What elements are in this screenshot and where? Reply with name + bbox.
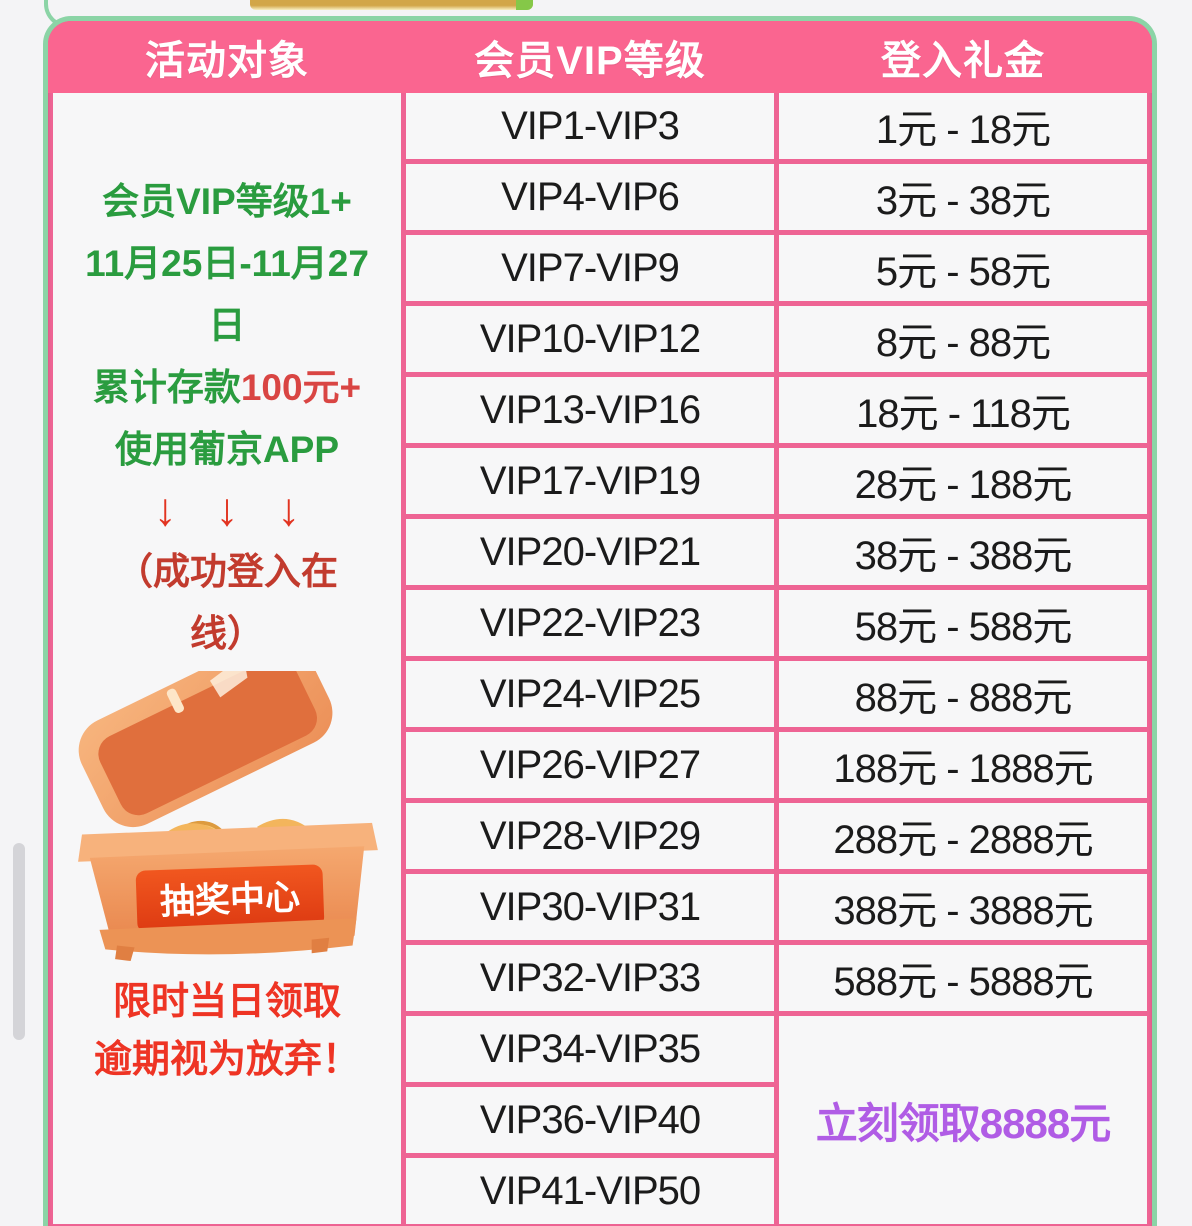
vip-login-bonus-table: 活动对象 会员VIP等级 登入礼金 会员VIP等级1+ 11月25日-11月27…: [43, 16, 1157, 1226]
vip-level-cell: VIP7-VIP9: [406, 235, 774, 301]
prize-cell: 188元 - 1888元: [779, 732, 1147, 798]
treasure-chest-image: 抽奖中心: [66, 636, 388, 963]
claim-now-prize-cell[interactable]: 立刻领取8888元: [779, 1016, 1147, 1224]
vip-level-cell: VIP24-VIP25: [406, 661, 774, 727]
prize-cell: 388元 - 3888元: [779, 874, 1147, 940]
eligibility-line: 会员VIP等级1+: [102, 181, 352, 222]
deposit-amount: 100元+: [240, 367, 362, 408]
vip-level-cell: VIP13-VIP16: [406, 377, 774, 443]
prize-cell: 5元 - 58元: [779, 235, 1147, 301]
vip-level-cell: VIP41-VIP50: [406, 1158, 774, 1224]
vip-level-cell: VIP28-VIP29: [406, 803, 774, 869]
prize-cell: 88元 - 888元: [779, 661, 1147, 727]
vip-level-cell: VIP32-VIP33: [406, 945, 774, 1011]
prize-cell: 588元 - 5888元: [779, 945, 1147, 1011]
vip-level-cell: VIP20-VIP21: [406, 519, 774, 585]
vip-level-cell: VIP26-VIP27: [406, 732, 774, 798]
table-body: 会员VIP等级1+ 11月25日-11月27 日 累计存款100元+ 使用葡京A…: [48, 93, 1152, 1226]
vip-level-cell: VIP17-VIP19: [406, 448, 774, 514]
date-range-line: 11月25日-11月27: [85, 243, 369, 284]
vip-level-cell: VIP34-VIP35: [406, 1016, 774, 1082]
vip-level-cell: VIP36-VIP40: [406, 1087, 774, 1153]
notice-line2: 逾期视为放弃！: [93, 1039, 360, 1081]
prize-cell: 3元 - 38元: [779, 164, 1147, 230]
scrollbar-thumb[interactable]: [13, 843, 25, 1040]
prize-cell: 1元 - 18元: [779, 93, 1147, 159]
treasure-chest-svg: 抽奖中心: [78, 636, 378, 962]
login-note-line: （成功登入在: [116, 551, 338, 592]
app-line: 使用葡京APP: [114, 429, 340, 470]
prize-cell: 28元 - 188元: [779, 448, 1147, 514]
vip-level-cell: VIP10-VIP12: [406, 306, 774, 372]
activity-description-cell: 会员VIP等级1+ 11月25日-11月27 日 累计存款100元+ 使用葡京A…: [53, 93, 401, 1224]
notice-line: 限时当日领取: [112, 981, 341, 1023]
date-range-line2: 日: [208, 305, 246, 346]
gold-progress-bar: [250, 0, 533, 10]
down-arrows-icon: ↓ ↓ ↓: [153, 483, 301, 535]
chest-banner-label: 抽奖中心: [159, 878, 300, 922]
vip-level-cell: VIP30-VIP31: [406, 874, 774, 940]
prize-cell: 288元 - 2888元: [779, 803, 1147, 869]
deposit-prefix: 累计存款: [92, 367, 241, 408]
header-login-bonus: 登入礼金: [881, 39, 1045, 83]
table-header-row: 活动对象 会员VIP等级 登入礼金: [48, 21, 1152, 93]
vip-level-cell: VIP22-VIP23: [406, 590, 774, 656]
login-note-line2: 线）: [190, 613, 264, 654]
prize-cell: 58元 - 588元: [779, 590, 1147, 656]
header-vip-level: 会员VIP等级: [474, 39, 706, 83]
vip-level-cell: VIP1-VIP3: [406, 93, 774, 159]
prize-cell: 8元 - 88元: [779, 306, 1147, 372]
prize-cell: 18元 - 118元: [779, 377, 1147, 443]
vip-level-cell: VIP4-VIP6: [406, 164, 774, 230]
deposit-line: 累计存款100元+: [53, 357, 401, 419]
header-activity-target: 活动对象: [145, 39, 309, 83]
progress-bar-green-tip: [516, 0, 533, 10]
prize-cell: 38元 - 388元: [779, 519, 1147, 585]
